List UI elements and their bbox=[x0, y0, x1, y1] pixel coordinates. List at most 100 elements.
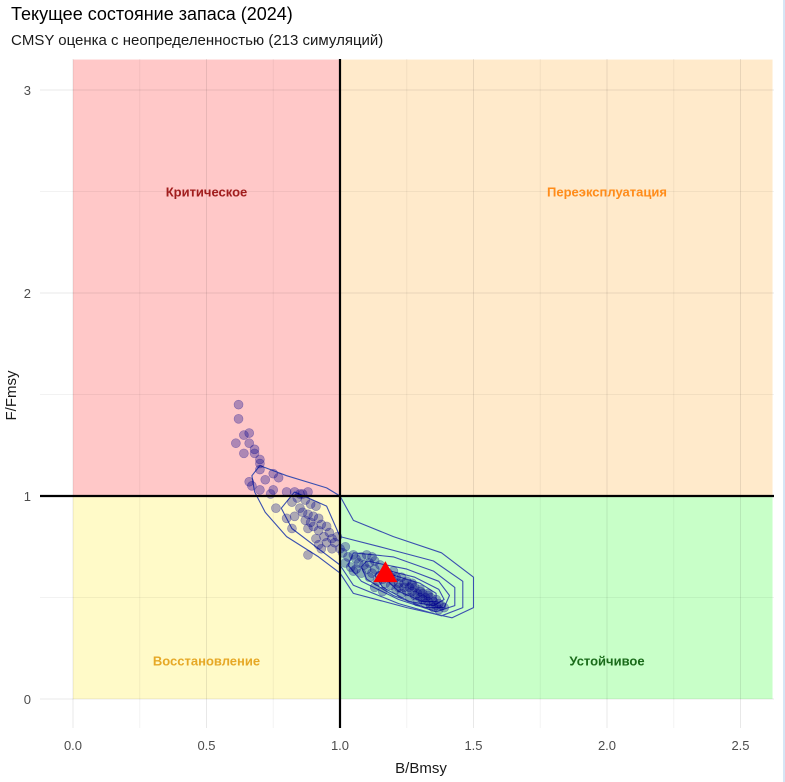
simulation-point bbox=[417, 594, 428, 605]
y-tick-label: 2 bbox=[24, 286, 31, 301]
x-tick-label: 0.0 bbox=[64, 738, 82, 753]
simulation-point bbox=[305, 499, 316, 509]
simulation-point bbox=[327, 543, 337, 554]
simulation-point bbox=[425, 592, 436, 603]
simulation-point bbox=[433, 604, 444, 615]
density-contour-4 bbox=[360, 560, 451, 609]
simulation-point bbox=[233, 399, 244, 410]
current-estimate-marker bbox=[373, 561, 398, 583]
simulation-point bbox=[311, 501, 321, 511]
x-tick-label: 1.5 bbox=[464, 738, 482, 753]
simulation-point bbox=[281, 513, 292, 524]
simulation-point bbox=[313, 513, 324, 524]
simulation-point bbox=[404, 582, 415, 593]
simulation-point bbox=[433, 598, 444, 609]
simulation-point bbox=[295, 503, 305, 513]
zone-label: Переэксплуатация bbox=[547, 185, 667, 200]
zone-label: Критическое bbox=[166, 185, 248, 200]
simulation-point bbox=[431, 594, 441, 605]
simulation-point bbox=[316, 519, 327, 530]
x-axis-title: B/Bmsy bbox=[395, 760, 447, 777]
zone-1 bbox=[73, 59, 340, 497]
simulation-point bbox=[348, 566, 359, 576]
simulation-point bbox=[399, 582, 409, 593]
simulation-point bbox=[348, 550, 359, 560]
simulation-point bbox=[231, 438, 241, 449]
simulation-point bbox=[393, 582, 404, 593]
zone-label: Устойчивое bbox=[569, 653, 644, 668]
simulation-point bbox=[287, 523, 297, 534]
simulation-point bbox=[420, 592, 431, 603]
simulation-point bbox=[367, 552, 377, 562]
zone-labels-layer: Критическое Переэксплуатация Восстановлени… bbox=[153, 185, 667, 669]
ticks-layer: 0.0 0.5 1.0 1.5 2.0 2.5 0 1 2 3 bbox=[24, 83, 750, 753]
simulation-point bbox=[420, 598, 431, 609]
simulation-point bbox=[239, 430, 249, 440]
simulation-point bbox=[356, 552, 367, 562]
simulation-point bbox=[423, 596, 433, 607]
simulation-point bbox=[401, 576, 412, 587]
simulation-point bbox=[423, 590, 433, 601]
simulation-point bbox=[428, 596, 439, 607]
simulation-point bbox=[249, 444, 260, 455]
simulation-point bbox=[407, 586, 417, 597]
density-contour-2 bbox=[280, 491, 464, 617]
zone-label: Восстановление bbox=[153, 653, 260, 668]
simulation-point bbox=[313, 525, 324, 536]
simulation-point bbox=[361, 564, 372, 574]
simulation-point bbox=[439, 602, 449, 613]
chart-subtitle: CMSY оценка с неопределенностью (213 сим… bbox=[11, 32, 384, 49]
simulation-point bbox=[407, 578, 417, 589]
simulation-point bbox=[415, 592, 425, 603]
zone-2 bbox=[340, 59, 773, 497]
simulation-point bbox=[244, 476, 255, 487]
simulation-point bbox=[287, 497, 297, 507]
current-estimate-layer bbox=[373, 561, 398, 583]
simulation-point bbox=[311, 533, 321, 544]
simulation-point bbox=[436, 600, 447, 611]
y-tick-label: 3 bbox=[24, 83, 31, 98]
simulation-point bbox=[396, 588, 407, 599]
simulation-point bbox=[428, 602, 439, 613]
simulation-point bbox=[313, 539, 324, 550]
simulation-point bbox=[431, 600, 441, 611]
simulation-point bbox=[425, 600, 436, 611]
simulation-point bbox=[300, 515, 311, 526]
simulation-point bbox=[297, 507, 308, 518]
chart-title: Текущее состояние запаса (2024) bbox=[11, 4, 293, 24]
simulation-point bbox=[351, 564, 361, 574]
simulation-point bbox=[244, 438, 255, 449]
simulation-point bbox=[255, 458, 265, 469]
panel-edge bbox=[783, 0, 785, 782]
simulation-point bbox=[391, 584, 401, 595]
simulation-point bbox=[239, 448, 249, 459]
simulation-point bbox=[364, 558, 375, 568]
simulation-point bbox=[351, 554, 361, 564]
simulation-point bbox=[369, 564, 380, 574]
density-contour-3 bbox=[347, 552, 456, 613]
y-axis-title: F/Fmsy bbox=[3, 370, 20, 420]
simulation-point bbox=[412, 596, 423, 607]
x-tick-label: 2.0 bbox=[598, 738, 616, 753]
y-tick-label: 1 bbox=[24, 489, 31, 504]
simulation-point bbox=[415, 586, 425, 597]
simulation-point bbox=[396, 572, 407, 583]
simulation-point bbox=[356, 568, 367, 578]
simulation-point bbox=[289, 511, 300, 522]
simulation-point bbox=[316, 543, 327, 554]
simulation-point bbox=[303, 523, 313, 534]
simulation-point bbox=[412, 588, 423, 599]
simulation-point bbox=[409, 582, 420, 593]
simulation-point bbox=[268, 468, 279, 479]
simulation-point bbox=[255, 485, 265, 495]
x-tick-label: 1.0 bbox=[331, 738, 349, 753]
density-contour-6 bbox=[387, 574, 437, 603]
simulation-point bbox=[415, 584, 425, 595]
simulation-point bbox=[407, 580, 417, 591]
simulation-point bbox=[409, 590, 420, 601]
simulation-point bbox=[308, 511, 319, 522]
simulation-point bbox=[367, 568, 377, 578]
simulation-point bbox=[423, 588, 433, 599]
simulation-point bbox=[343, 552, 353, 562]
